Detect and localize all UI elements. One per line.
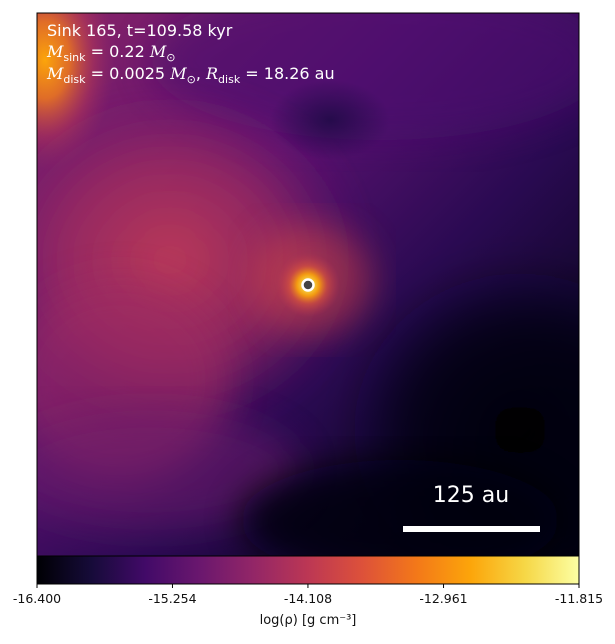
colorbar — [36, 555, 580, 585]
disk-mass-sub: disk — [63, 73, 86, 86]
sink-mass-symbol: M — [47, 42, 64, 61]
sink-mass-unit: M — [149, 42, 167, 61]
disk-mass-symbol: M — [47, 64, 64, 83]
sink-mass-value: = 0.22 — [90, 42, 145, 61]
disk-mass-value: = 0.0025 — [90, 64, 166, 83]
disk-radius-unit: au — [314, 64, 335, 83]
colorbar-tick-label: -11.815 — [554, 591, 604, 606]
sink-marker — [301, 278, 315, 292]
disk-separator: , — [195, 64, 201, 83]
scale-bar-label: 125 au — [432, 483, 510, 508]
disk-mass-unit-sub: ⊙ — [186, 73, 196, 86]
colorbar-tick-label: -16.400 — [12, 591, 62, 606]
colorbar-tick-label: -12.961 — [419, 591, 468, 606]
title-line: Sink 165, t=109.58 kyr — [47, 20, 232, 41]
disk-mass-unit: M — [170, 64, 187, 83]
disk-radius-sub: disk — [218, 73, 241, 86]
colorbar-tick-label: -15.254 — [148, 591, 197, 606]
scale-bar — [403, 526, 540, 532]
colorbar-ticks — [36, 584, 580, 588]
density-map — [37, 13, 579, 556]
title-text: Sink 165, t=109.58 kyr — [47, 21, 233, 40]
disk-line: Mdisk = 0.0025 M⊙, Rdisk = 18.26 au — [47, 63, 335, 90]
sink-mass-line: Msink = 0.22 M⊙ — [47, 41, 175, 68]
disk-radius-value: = 18.26 — [245, 64, 310, 83]
colorbar-label: log(ρ) [g cm⁻³] — [259, 613, 357, 628]
colorbar-tick-label: -14.108 — [283, 591, 333, 606]
sink-mass-sub: sink — [63, 51, 86, 64]
sink-mass-unit-sub: ⊙ — [166, 51, 176, 64]
disk-radius-symbol: R — [206, 64, 219, 83]
